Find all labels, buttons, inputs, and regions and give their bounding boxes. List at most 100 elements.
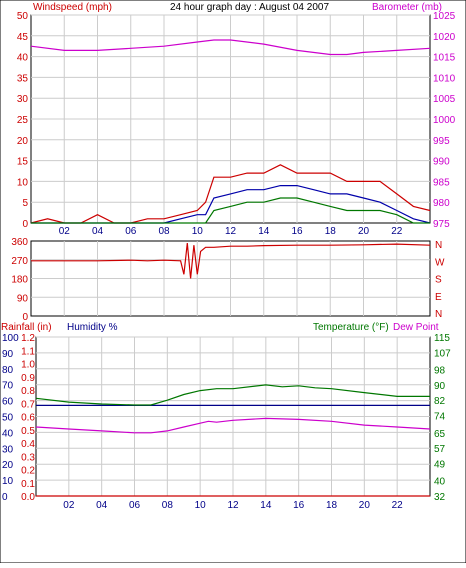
x-tick-label: 06 xyxy=(129,500,141,511)
x-tick-label: 16 xyxy=(291,226,303,237)
y-tick-label-barometer: 990 xyxy=(433,157,450,168)
windspeed-label: Windspeed (mph) xyxy=(33,2,112,13)
y-tick-label-humidity: 30 xyxy=(2,444,14,455)
y-tick-label-windspeed: 5 xyxy=(22,198,28,209)
y-tick-label-rainfall: 0.3 xyxy=(21,452,35,463)
x-tick-label: 10 xyxy=(192,226,204,237)
y-tick-label-barometer: 1015 xyxy=(433,53,456,64)
y-tick-label-humidity: 10 xyxy=(2,476,14,487)
compass-label: S xyxy=(435,275,442,286)
series-line-wind-direction xyxy=(31,243,431,279)
series-line-magenta xyxy=(30,39,431,56)
temperature-humidity-panel: 0 10 20 30 40 50 60 70 80 90 100 0.0 0.1 0.2 0.3 0.4 0.5… xyxy=(2,333,451,511)
y-tick-label-barometer: 1005 xyxy=(433,94,456,105)
x-tick-label: 08 xyxy=(158,226,170,237)
x-tick-label: 20 xyxy=(359,500,371,511)
series-line-green xyxy=(31,197,430,224)
x-tick-label: 20 xyxy=(358,226,370,237)
y-tick-label-temperature: 65 xyxy=(434,429,446,440)
temperature-label: Temperature (°F) xyxy=(313,322,389,333)
y-tick-label-temperature: 32 xyxy=(434,492,446,503)
y-tick-label-rainfall: 0.1 xyxy=(21,479,35,490)
y-tick-label-rainfall: 1.2 xyxy=(21,333,35,344)
y-tick-label-rainfall: 1.1 xyxy=(21,346,35,357)
x-tick-label: 10 xyxy=(195,500,207,511)
y-tick-label-windspeed: 0 xyxy=(22,219,28,230)
y-tick-label-windspeed: 20 xyxy=(17,136,29,147)
y-tick-label-windspeed: 25 xyxy=(17,115,29,126)
y-tick-label-temperature: 82 xyxy=(434,396,446,407)
y-tick-label-direction: 270 xyxy=(11,256,28,267)
y-tick-label-temperature: 74 xyxy=(434,412,446,423)
x-tick-label: 22 xyxy=(392,500,404,511)
compass-label: N xyxy=(435,309,442,320)
x-tick-label: 04 xyxy=(92,226,104,237)
x-tick-label: 14 xyxy=(260,500,272,511)
y-tick-label-humidity: 60 xyxy=(2,397,14,408)
y-tick-label-temperature: 57 xyxy=(434,444,446,455)
x-tick-label: 18 xyxy=(325,226,337,237)
y-tick-label-temperature: 90 xyxy=(434,381,446,392)
x-tick-label: 02 xyxy=(59,226,71,237)
y-tick-label-rainfall: 0.5 xyxy=(21,426,35,437)
dewpoint-label: Dew Point xyxy=(393,322,439,333)
y-tick-label-windspeed: 15 xyxy=(17,157,29,168)
y-tick-label-barometer: 975 xyxy=(433,219,450,230)
y-tick-label-barometer: 1025 xyxy=(433,11,456,22)
y-tick-label-humidity: 50 xyxy=(2,413,14,424)
y-tick-label-humidity: 70 xyxy=(2,381,14,392)
rainfall-label: Rainfall (in) xyxy=(1,322,52,333)
y-tick-label-windspeed: 40 xyxy=(17,53,29,64)
y-tick-label-rainfall: 0.6 xyxy=(21,413,35,424)
y-tick-label-windspeed: 50 xyxy=(17,11,29,22)
y-tick-label-temperature: 107 xyxy=(434,348,451,359)
x-tick-label: 06 xyxy=(125,226,137,237)
humidity-label: Humidity % xyxy=(67,322,118,333)
series-line-red xyxy=(30,164,431,224)
y-tick-label-barometer: 1000 xyxy=(433,115,456,126)
x-tick-label: 04 xyxy=(96,500,108,511)
barometer-label: Barometer (mb) xyxy=(372,2,442,13)
compass-label: W xyxy=(435,257,445,268)
y-tick-label-rainfall: 1.0 xyxy=(21,360,35,371)
y-tick-label-temperature: 98 xyxy=(434,366,446,377)
y-tick-label-rainfall: 0.0 xyxy=(21,492,35,503)
y-tick-label-barometer: 985 xyxy=(433,177,450,188)
y-tick-label-barometer: 1020 xyxy=(433,32,456,43)
series-line-blue xyxy=(31,185,431,224)
y-tick-label-temperature: 115 xyxy=(434,333,450,344)
series-line-dew-point xyxy=(35,417,431,434)
x-tick-label: 14 xyxy=(258,226,270,237)
x-tick-label: 08 xyxy=(162,500,174,511)
graph-title: 24 hour graph day : August 04 2007 xyxy=(170,2,329,13)
y-tick-label-humidity: 20 xyxy=(2,460,14,471)
y-tick-label-direction: 180 xyxy=(11,275,28,286)
y-tick-label-temperature: 40 xyxy=(434,477,446,488)
y-tick-label-windspeed: 10 xyxy=(17,177,29,188)
series-line-temperature-f xyxy=(35,384,430,406)
x-tick-label: 02 xyxy=(63,500,75,511)
y-tick-label-barometer: 1010 xyxy=(433,73,456,84)
y-tick-label-direction: 90 xyxy=(17,293,29,304)
y-tick-label-humidity: 100 xyxy=(2,333,19,344)
y-tick-label-windspeed: 35 xyxy=(17,73,29,84)
y-tick-label-windspeed: 30 xyxy=(17,94,29,105)
y-tick-label-humidity: 40 xyxy=(2,428,14,439)
y-tick-label-direction: 360 xyxy=(11,237,28,248)
y-tick-label-windspeed: 45 xyxy=(17,32,29,43)
y-tick-label-temperature: 49 xyxy=(434,459,446,470)
y-tick-label-rainfall: 0.7 xyxy=(21,399,35,410)
compass-label: E xyxy=(435,292,442,303)
x-tick-label: 18 xyxy=(326,500,338,511)
y-tick-label-barometer: 980 xyxy=(433,198,450,209)
y-tick-label-barometer: 995 xyxy=(433,136,450,147)
x-tick-label: 12 xyxy=(225,226,237,237)
compass-label: N xyxy=(435,240,442,251)
y-tick-label-direction: 0 xyxy=(22,312,28,323)
x-tick-label: 16 xyxy=(293,500,305,511)
x-tick-label: 22 xyxy=(391,226,403,237)
